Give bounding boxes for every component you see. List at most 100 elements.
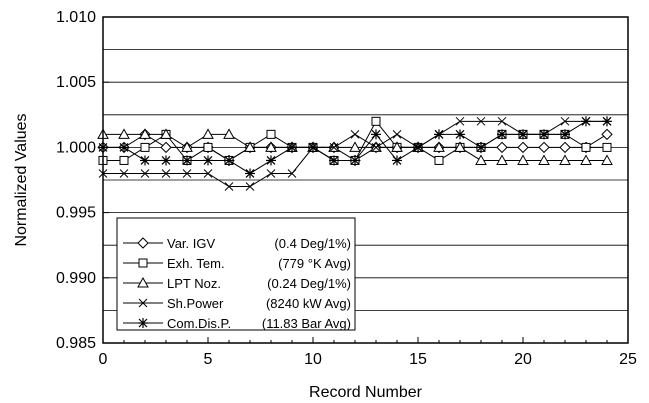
x-marker [119, 169, 129, 178]
legend-label: Com.Dis.P. [167, 316, 231, 331]
x-marker [497, 116, 507, 126]
y-tick-label: 1.010 [56, 9, 96, 26]
y-tick-label: 0.985 [56, 335, 96, 352]
legend-note: (0.4 Deg/1%) [274, 236, 351, 251]
x-marker [140, 169, 150, 178]
legend-note: (0.24 Deg/1%) [267, 276, 351, 291]
triangle-marker [202, 128, 214, 139]
star-marker [350, 155, 360, 166]
x-marker [161, 169, 171, 178]
x-marker-stroke [266, 169, 276, 178]
legend-label: Sh.Power [167, 296, 224, 311]
series-sh-power [98, 116, 612, 191]
diamond-marker [160, 141, 172, 154]
triangle-marker [475, 154, 487, 165]
x-tick-label: 0 [99, 351, 108, 368]
star-marker [518, 129, 528, 140]
triangle-marker [517, 154, 529, 165]
x-marker-stroke [245, 182, 255, 191]
legend-entry-com-dis-p: Com.Dis.P. (11.83 Bar Avg) [123, 316, 351, 331]
legend: Var. IGV (0.4 Deg/1%) Exh. Tem. (779 °K Avg… [116, 217, 356, 331]
star-marker [392, 155, 402, 166]
square-marker [581, 142, 591, 152]
y-tick-label: 0.995 [56, 205, 96, 222]
x-marker [371, 143, 381, 152]
x-marker-stroke [119, 169, 129, 178]
y-tick-label: 1.005 [56, 74, 96, 91]
triangle-marker [496, 154, 508, 165]
x-marker [455, 116, 465, 126]
star-marker [203, 155, 213, 166]
square-marker [371, 116, 381, 126]
star-marker [413, 142, 423, 153]
series-line-sh-power [103, 120, 607, 188]
y-axis-title: Normalized Values [13, 113, 30, 246]
x-axis-tick-labels: 0 5 10 15 20 25 [99, 351, 637, 368]
triangle-marker [181, 141, 193, 152]
x-marker-stroke [138, 298, 148, 308]
legend-note: (779 °K Avg) [278, 256, 351, 271]
triangle-marker [139, 128, 151, 139]
legend-entries: Var. IGV (0.4 Deg/1%) Exh. Tem. (779 °K Avg… [123, 236, 351, 331]
legend-entry-var-igv: Var. IGV (0.4 Deg/1%) [123, 236, 351, 251]
x-marker-stroke [182, 169, 192, 178]
x-marker [329, 143, 339, 152]
star-marker [224, 155, 234, 166]
square-marker [266, 129, 276, 139]
x-marker-stroke [455, 116, 465, 126]
star-marker [287, 142, 297, 153]
x-marker-stroke [560, 116, 570, 126]
triangle-marker [137, 276, 149, 288]
star-marker [161, 155, 171, 166]
x-tick-label: 5 [204, 351, 213, 368]
star-marker [266, 155, 276, 166]
star-marker [371, 129, 381, 140]
triangle-marker [580, 154, 592, 165]
y-tick-label: 0.990 [56, 270, 96, 287]
legend-entry-lpt-noz: LPT Noz. (0.24 Deg/1%) [123, 276, 351, 291]
legend-note: (8240 kW Avg) [266, 296, 351, 311]
diamond-marker [601, 128, 613, 141]
x-marker [392, 130, 402, 139]
x-marker [182, 169, 192, 178]
y-axis-tick-labels: 0.985 0.990 0.995 1.000 1.005 1.010 [56, 9, 96, 352]
square-marker [119, 155, 129, 165]
triangle-marker [391, 141, 403, 152]
x-marker [350, 130, 360, 139]
x-marker-stroke [224, 182, 234, 191]
x-marker [560, 116, 570, 126]
triangle-marker [223, 128, 235, 139]
star-marker [602, 116, 612, 127]
star-marker [560, 129, 570, 140]
triangle-marker [559, 154, 571, 165]
star-marker [455, 129, 465, 140]
diamond-marker [517, 141, 529, 154]
x-tick-label: 15 [409, 351, 427, 368]
triangle-marker [244, 141, 256, 152]
legend-note: (11.83 Bar Avg) [262, 316, 351, 331]
legend-box [116, 217, 356, 331]
legend-entry-sh-power: Sh.Power (8240 kW Avg) [123, 296, 351, 311]
x-marker [138, 298, 148, 308]
plot-frame [102, 16, 629, 344]
x-marker [224, 182, 234, 191]
star-marker [497, 129, 507, 140]
x-marker-stroke [287, 169, 297, 178]
x-marker-stroke [476, 116, 486, 126]
triangle-marker [433, 141, 445, 152]
x-marker-stroke [497, 116, 507, 126]
legend-label: Exh. Tem. [167, 256, 225, 271]
star-marker [539, 129, 549, 140]
square-marker [138, 258, 148, 268]
x-marker-stroke [203, 169, 213, 178]
triangle-marker [118, 128, 130, 139]
star-marker [119, 142, 129, 153]
star-marker [140, 155, 150, 166]
x-tick-label: 20 [514, 351, 532, 368]
triangle-marker [454, 141, 466, 152]
x-marker [245, 182, 255, 191]
series-layer [97, 116, 613, 191]
diamond-marker [559, 141, 571, 154]
diamond-marker [538, 141, 550, 154]
